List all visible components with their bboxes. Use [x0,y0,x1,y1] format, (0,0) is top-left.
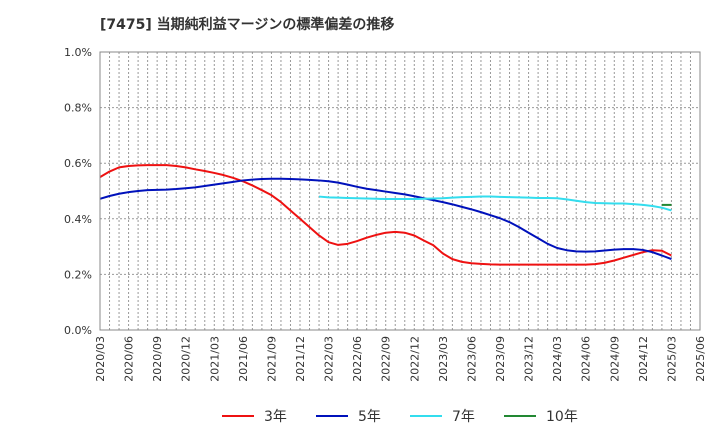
x-tick-label: 2024/12 [637,336,650,382]
x-tick-label: 2020/03 [94,336,107,382]
series-line-3 [318,195,672,212]
legend-item-3: 7年 [410,404,475,428]
legend-item-2: 5年 [316,404,381,428]
x-tick-label: 2022/12 [408,336,421,382]
x-tick-label: 2021/12 [294,336,307,382]
x-tick-label: 2023/03 [437,336,450,382]
x-tick-label: 2023/09 [494,336,507,382]
series-lines [99,164,672,266]
y-tick-label: 1.0% [64,46,92,59]
x-tick-label: 2024/06 [580,336,593,382]
x-tick-label: 2020/12 [180,336,193,382]
plot-area [100,52,700,330]
y-tick-label: 0.8% [64,102,92,115]
legend-swatch [504,415,536,417]
x-tick-label: 2022/03 [323,336,336,382]
legend-label: 5年 [358,409,381,425]
x-tick-label: 2023/06 [465,336,478,382]
legend: 3年 5年 7年 10年 [0,404,720,428]
x-tick-label: 2024/09 [608,336,621,382]
x-tick-label: 2020/09 [151,336,164,382]
series-line-1 [99,164,672,266]
y-tick-label: 0.4% [64,213,92,226]
x-tick-label: 2021/03 [208,336,221,382]
y-tick-label: 0.2% [64,268,92,281]
y-tick-label: 0.0% [64,324,92,337]
legend-label: 3年 [264,409,287,425]
legend-item-4: 10年 [504,404,578,428]
plot-border [99,51,701,331]
x-tick-label: 2025/06 [694,336,707,382]
x-tick-label: 2023/12 [523,336,536,382]
chart-title: [7475] 当期純利益マージンの標準偏差の推移 [100,17,395,33]
x-tick-label: 2024/03 [551,336,564,382]
legend-label: 7年 [452,409,475,425]
legend-swatch [410,415,442,417]
y-tick-label: 0.6% [64,157,92,170]
x-tick-label: 2022/09 [380,336,393,382]
x-tick-label: 2021/06 [237,336,250,382]
x-tick-label: 2020/06 [123,336,136,382]
x-tick-label: 2021/09 [265,336,278,382]
y-axis-labels: 0.0% 0.2% 0.4% 0.6% 0.8% 1.0% [64,46,92,337]
legend-swatch [222,415,254,417]
x-tick-label: 2022/06 [351,336,364,382]
legend-label: 10年 [546,409,578,425]
x-tick-label: 2025/03 [665,336,678,382]
x-axis-labels: 2020/03 2020/06 2020/09 2020/12 2021/03 2021/… [94,336,707,382]
legend-swatch [316,415,348,417]
series-line-2 [99,177,672,261]
legend-item-1: 3年 [222,404,287,428]
